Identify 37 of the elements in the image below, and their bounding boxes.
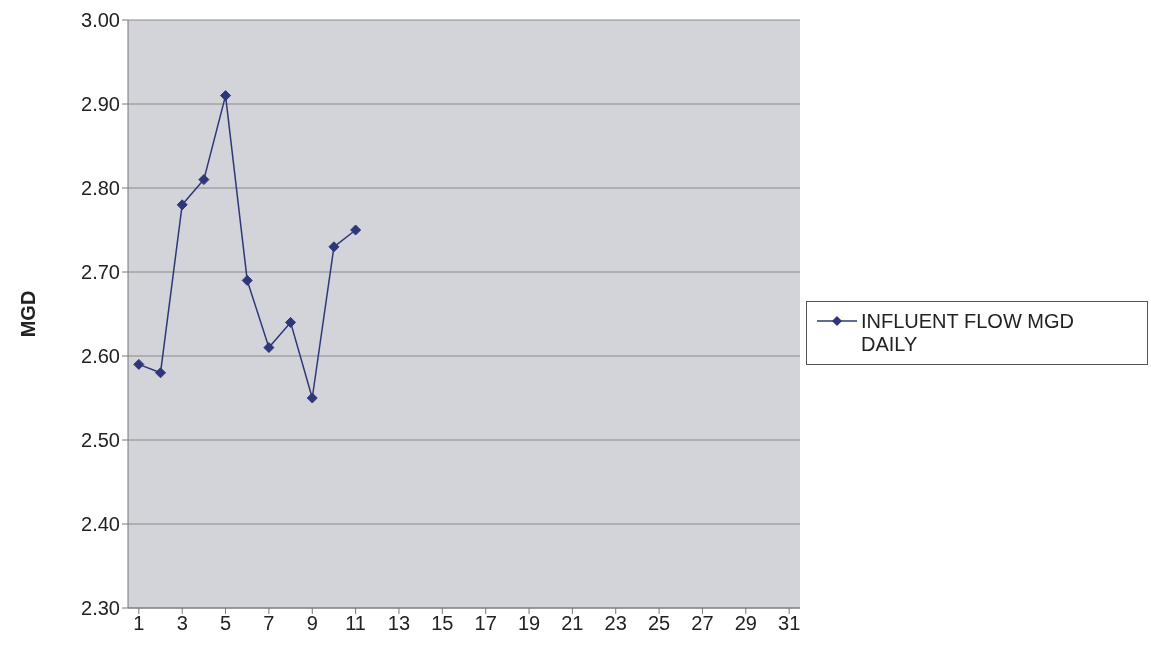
x-tick-label: 11 xyxy=(345,612,366,635)
x-tick-label: 23 xyxy=(604,612,627,635)
point xyxy=(350,224,362,236)
x-tick-label: 17 xyxy=(474,612,497,635)
y-tick-label: 2.90 xyxy=(81,93,120,116)
y-tick-label: 2.80 xyxy=(81,177,120,200)
x-tick-label: 5 xyxy=(219,612,232,635)
x-tick-label: 7 xyxy=(263,612,275,635)
point xyxy=(241,274,253,286)
point xyxy=(306,392,318,404)
x-tick-label: 1 xyxy=(133,612,145,635)
x-tick-label: 15 xyxy=(431,612,454,635)
point xyxy=(263,342,275,354)
y-tick-label: 2.60 xyxy=(81,345,120,368)
y-axis-title: MGD xyxy=(17,290,40,338)
x-tick-label: 25 xyxy=(647,612,671,635)
point xyxy=(133,358,145,370)
legend-label: INFLUENT FLOW MGD DAILY xyxy=(861,310,1075,356)
x-tick-label: 13 xyxy=(387,612,411,635)
y-tick-label: 3.00 xyxy=(81,9,120,32)
y-tick-label: 2.50 xyxy=(81,429,120,452)
point xyxy=(176,199,188,211)
x-tick-label: 29 xyxy=(734,612,757,635)
point xyxy=(155,367,167,379)
point xyxy=(220,90,232,102)
point xyxy=(328,241,340,253)
y-tick-label: 2.30 xyxy=(81,597,120,620)
x-tick-label: 9 xyxy=(306,612,318,635)
point xyxy=(285,316,297,328)
y-tick-label: 2.40 xyxy=(81,513,120,536)
x-tick-label: 21 xyxy=(561,612,584,635)
x-tick-label: 27 xyxy=(691,612,714,635)
y-tick-label: 2.70 xyxy=(81,261,120,284)
x-tick-label: 3 xyxy=(176,612,188,635)
point xyxy=(198,174,210,186)
x-tick-label: 19 xyxy=(517,612,541,635)
x-tick-label: 31 xyxy=(778,612,801,635)
